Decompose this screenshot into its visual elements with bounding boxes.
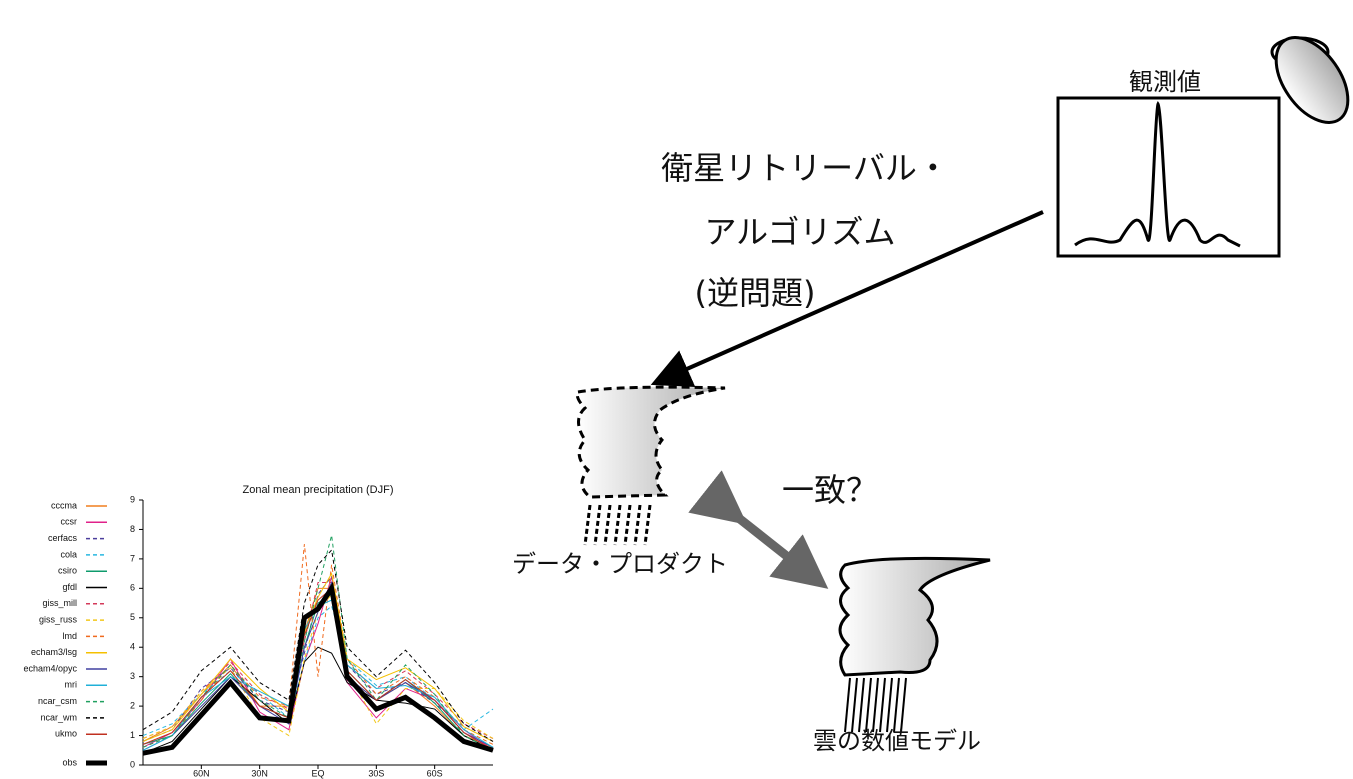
y-tick-label: 9 — [130, 494, 135, 504]
y-tick-label: 7 — [130, 553, 135, 563]
legend-label: mri — [65, 680, 78, 690]
legend-label: cerfacs — [48, 533, 78, 543]
legend-label: gfdl — [62, 582, 77, 592]
y-tick-label: 5 — [130, 612, 135, 622]
y-tick-label: 4 — [130, 642, 135, 652]
page: 観測値 衛星リトリーバル・ アルゴリズム (逆問題) データ・プロダクト 一致？… — [0, 0, 1353, 779]
x-tick-label: EQ — [311, 768, 324, 778]
legend-label: ccsr — [61, 517, 78, 527]
series-line — [143, 544, 493, 747]
legend-label: echam4/opyc — [23, 663, 77, 673]
x-tick-label: 60N — [193, 768, 210, 778]
x-tick-label: 30S — [368, 768, 384, 778]
legend-label: ncar_csm — [38, 696, 77, 706]
data-product-label: データ・プロダクト — [512, 550, 728, 578]
chart-title: Zonal mean precipitation (DJF) — [242, 484, 393, 496]
y-tick-label: 2 — [130, 700, 135, 710]
legend-label: obs — [62, 757, 77, 767]
data-product-rain — [585, 505, 650, 545]
retrieval-text: 衛星リトリーバル・ — [661, 149, 949, 187]
x-tick-label: 30N — [251, 768, 268, 778]
y-tick-label: 6 — [130, 583, 135, 593]
retrieval-text: (逆問題) — [695, 274, 816, 312]
y-tick-label: 8 — [130, 524, 135, 534]
legend-label: ncar_wm — [40, 712, 77, 722]
legend-label: lmd — [62, 631, 77, 641]
series-line — [143, 594, 493, 738]
model-label: 雲の数値モデル — [813, 727, 981, 755]
observation-label: 観測値 — [1129, 68, 1201, 96]
legend-label: ukmo — [55, 729, 77, 739]
legend-label: cola — [60, 549, 77, 559]
x-tick-label: 60S — [427, 768, 443, 778]
legend-label: cccma — [51, 500, 77, 510]
match-label: 一致？ — [782, 471, 878, 509]
series-line — [143, 550, 493, 741]
precip-chart: Zonal mean precipitation (DJF) 0 1 2 3 4 5 6 7 8 9… — [23, 484, 493, 778]
y-tick-label: 3 — [130, 671, 135, 681]
legend-label: echam3/lsg — [31, 647, 77, 657]
model-rain — [845, 678, 906, 732]
data-product-cloud — [577, 387, 725, 497]
legend-label: giss_mill — [42, 598, 77, 608]
retrieval-text: アルゴリズム — [704, 213, 895, 251]
legend-label: giss_russ — [39, 614, 78, 624]
model-cloud — [840, 558, 990, 675]
y-tick-label: 1 — [130, 730, 135, 740]
legend-label: csiro — [58, 566, 77, 576]
y-tick-label: 0 — [130, 759, 135, 769]
